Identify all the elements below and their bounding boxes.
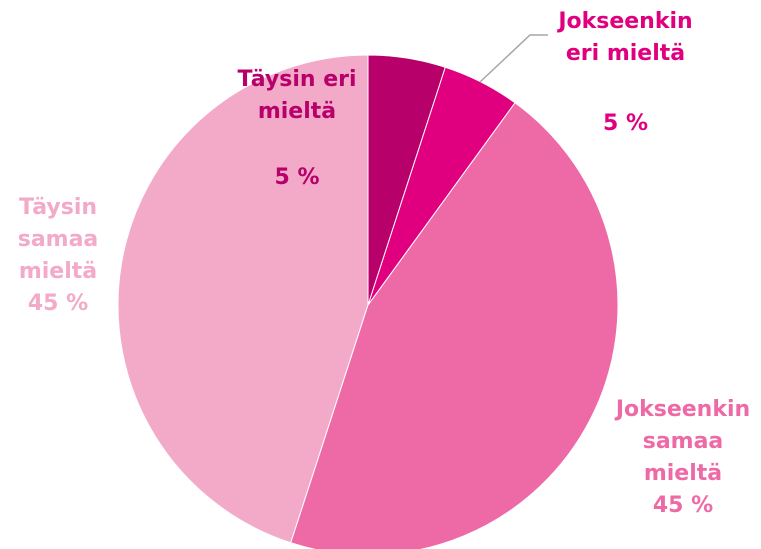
- value-label: 5 %: [602, 111, 648, 136]
- pie-slice: [117, 54, 369, 544]
- pie-slice: [290, 102, 619, 549]
- value-label: 45 %: [27, 291, 89, 316]
- value-label: 45 %: [652, 493, 714, 518]
- slice-label: Jokseenkin samaa mieltä: [615, 397, 751, 486]
- slice-label: Täysin samaa mieltä: [17, 195, 99, 284]
- value-label: 5 %: [274, 165, 320, 190]
- pie-slice: [367, 54, 446, 306]
- leader-line: [479, 34, 548, 83]
- slice-label: Jokseenkin eri mieltä: [558, 9, 693, 66]
- slice-label: Täysin eri mieltä: [237, 67, 357, 124]
